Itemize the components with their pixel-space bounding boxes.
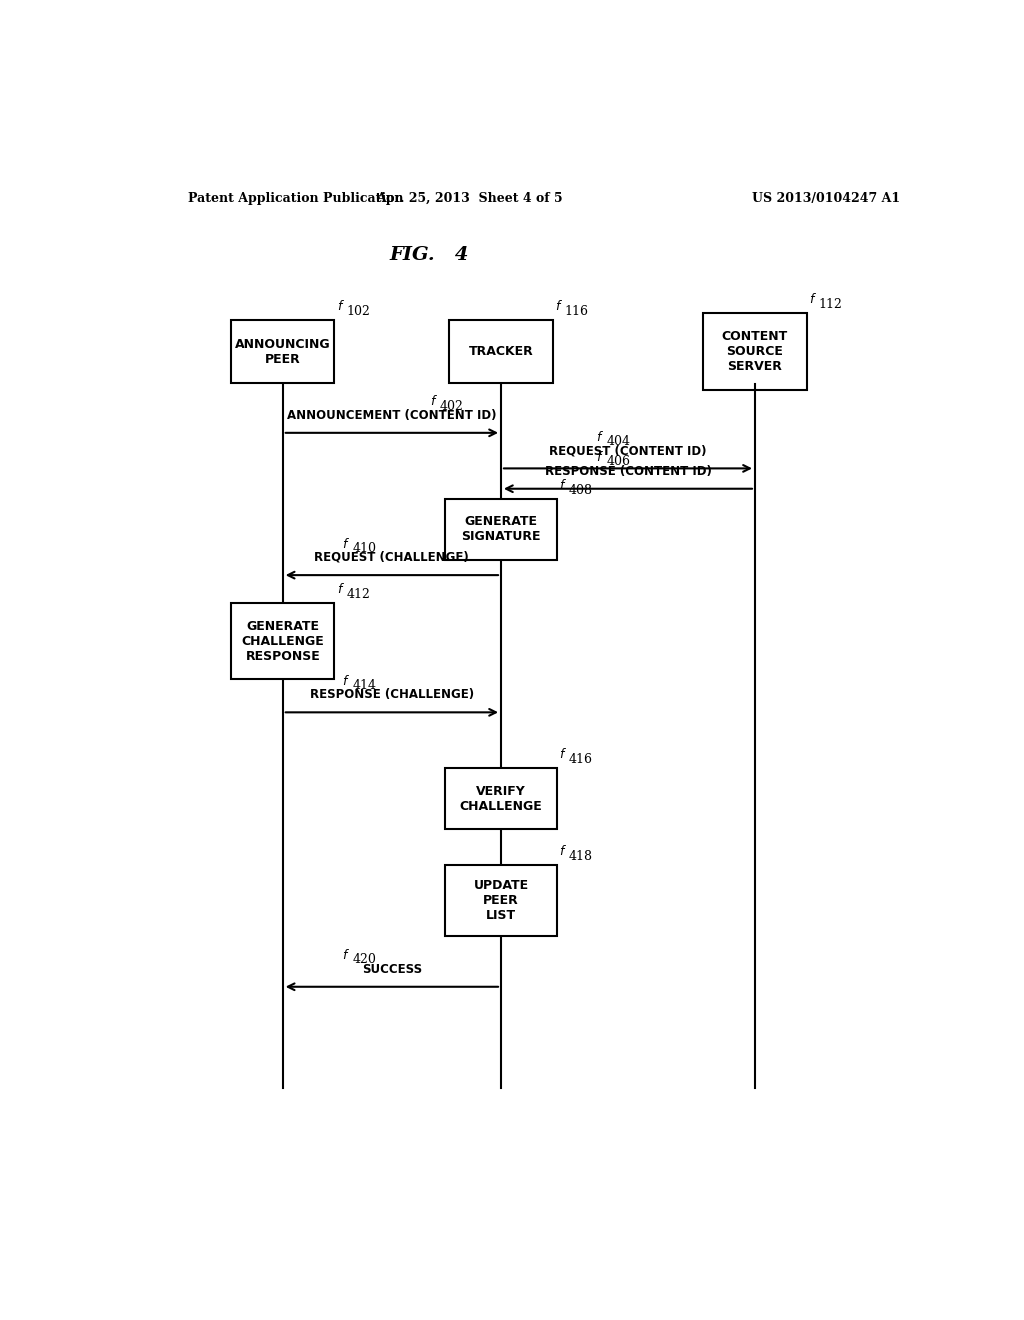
Text: REQUEST (CONTENT ID): REQUEST (CONTENT ID) — [549, 445, 707, 457]
Text: US 2013/0104247 A1: US 2013/0104247 A1 — [753, 191, 900, 205]
Text: $\it{f}$: $\it{f}$ — [555, 298, 563, 313]
Text: $\it{f}$: $\it{f}$ — [559, 747, 567, 762]
Bar — [445, 499, 557, 560]
Bar — [450, 319, 553, 383]
Text: FIG.   4: FIG. 4 — [390, 246, 469, 264]
Bar — [231, 603, 334, 680]
Text: 116: 116 — [564, 305, 589, 318]
Text: REQUEST (CHALLENGE): REQUEST (CHALLENGE) — [314, 550, 469, 564]
Text: 112: 112 — [818, 298, 843, 312]
Text: GENERATE
SIGNATURE: GENERATE SIGNATURE — [461, 515, 541, 544]
Text: ANNOUNCING
PEER: ANNOUNCING PEER — [234, 338, 331, 366]
Text: 408: 408 — [568, 484, 593, 496]
Text: $\it{f}$: $\it{f}$ — [430, 395, 437, 408]
Text: TRACKER: TRACKER — [469, 345, 534, 358]
Bar — [231, 319, 334, 383]
Text: 420: 420 — [352, 953, 377, 966]
Bar — [445, 865, 557, 936]
Text: $\it{f}$: $\it{f}$ — [559, 478, 567, 492]
Text: 416: 416 — [568, 754, 593, 766]
Text: $\it{f}$: $\it{f}$ — [342, 675, 350, 688]
Text: $\it{f}$: $\it{f}$ — [809, 292, 817, 306]
Text: 406: 406 — [606, 455, 631, 469]
Text: VERIFY
CHALLENGE: VERIFY CHALLENGE — [460, 784, 543, 813]
Text: 102: 102 — [346, 305, 370, 318]
Text: 414: 414 — [352, 678, 377, 692]
Text: $\it{f}$: $\it{f}$ — [596, 430, 604, 444]
Text: $\it{f}$: $\it{f}$ — [559, 843, 567, 858]
Text: 418: 418 — [568, 850, 593, 863]
Text: 412: 412 — [346, 587, 370, 601]
Text: Patent Application Publication: Patent Application Publication — [187, 191, 403, 205]
Text: 410: 410 — [352, 541, 377, 554]
Text: $\it{f}$: $\it{f}$ — [342, 948, 350, 962]
Text: $\it{f}$: $\it{f}$ — [596, 450, 604, 465]
Text: SUCCESS: SUCCESS — [361, 962, 422, 975]
Text: UPDATE
PEER
LIST: UPDATE PEER LIST — [473, 879, 528, 921]
Bar — [445, 768, 557, 829]
Text: 402: 402 — [440, 400, 464, 412]
Text: $\it{f}$: $\it{f}$ — [342, 537, 350, 550]
Text: 404: 404 — [606, 436, 631, 447]
Text: $\it{f}$: $\it{f}$ — [337, 582, 345, 595]
Bar — [703, 313, 807, 389]
Text: RESPONSE (CHALLENGE): RESPONSE (CHALLENGE) — [310, 688, 474, 701]
Text: $\it{f}$: $\it{f}$ — [337, 298, 345, 313]
Text: Apr. 25, 2013  Sheet 4 of 5: Apr. 25, 2013 Sheet 4 of 5 — [376, 191, 562, 205]
Text: CONTENT
SOURCE
SERVER: CONTENT SOURCE SERVER — [722, 330, 788, 374]
Text: GENERATE
CHALLENGE
RESPONSE: GENERATE CHALLENGE RESPONSE — [242, 619, 325, 663]
Text: ANNOUNCEMENT (CONTENT ID): ANNOUNCEMENT (CONTENT ID) — [287, 409, 497, 421]
Text: RESPONSE (CONTENT ID): RESPONSE (CONTENT ID) — [545, 465, 712, 478]
